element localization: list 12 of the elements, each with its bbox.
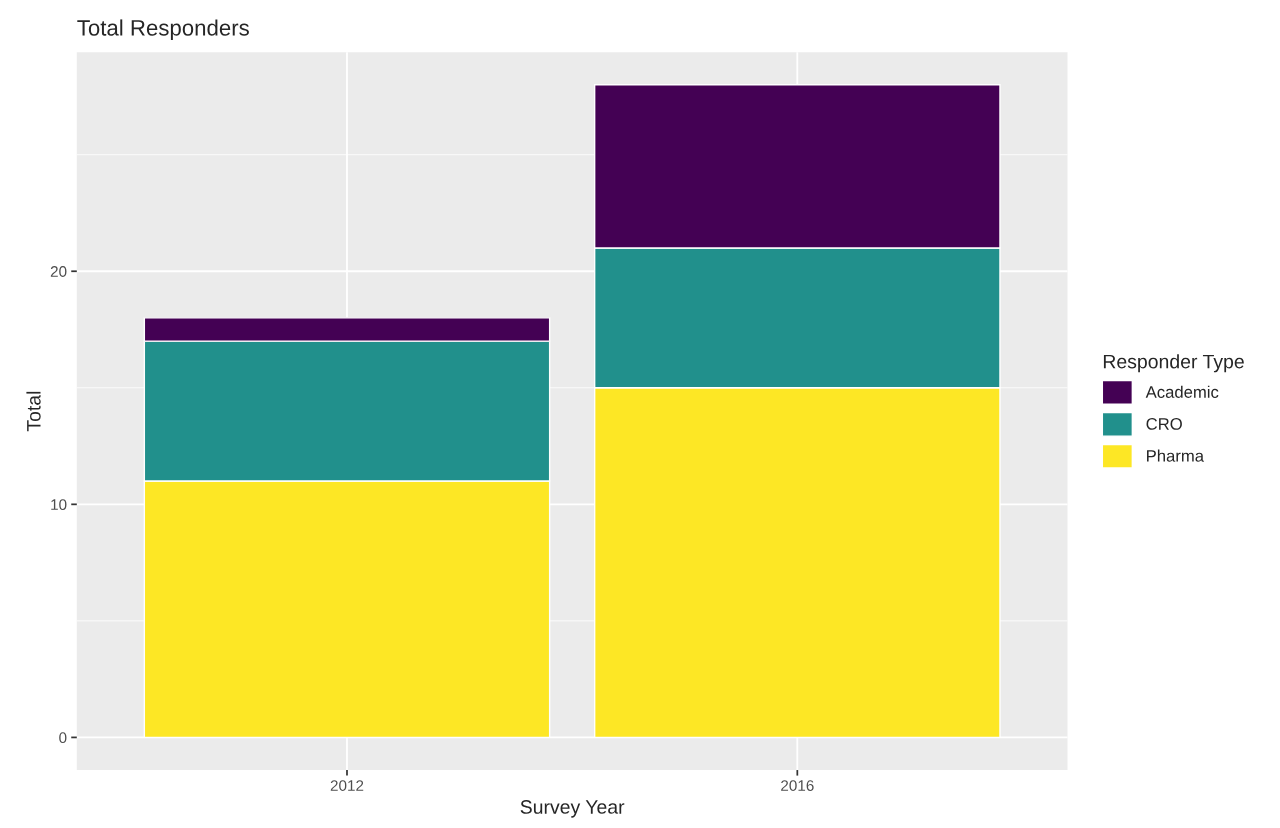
x-axis-title: Survey Year	[520, 800, 625, 818]
legend-label: Pharma	[1147, 449, 1205, 462]
legend-label: CRO	[1146, 418, 1182, 430]
y-tick-label: 20	[50, 266, 67, 277]
legend-label: Academic	[1145, 385, 1219, 398]
x-tick-label: 2012	[330, 780, 364, 791]
y-tick-label: 0	[59, 732, 67, 744]
y-tick-label: 10	[51, 499, 67, 511]
y-axis-title: Total	[26, 391, 41, 432]
legend-title: Responder Type	[1103, 354, 1244, 373]
x-tick-label: 2016	[781, 780, 814, 791]
chart-title: Total Responders	[77, 19, 249, 41]
